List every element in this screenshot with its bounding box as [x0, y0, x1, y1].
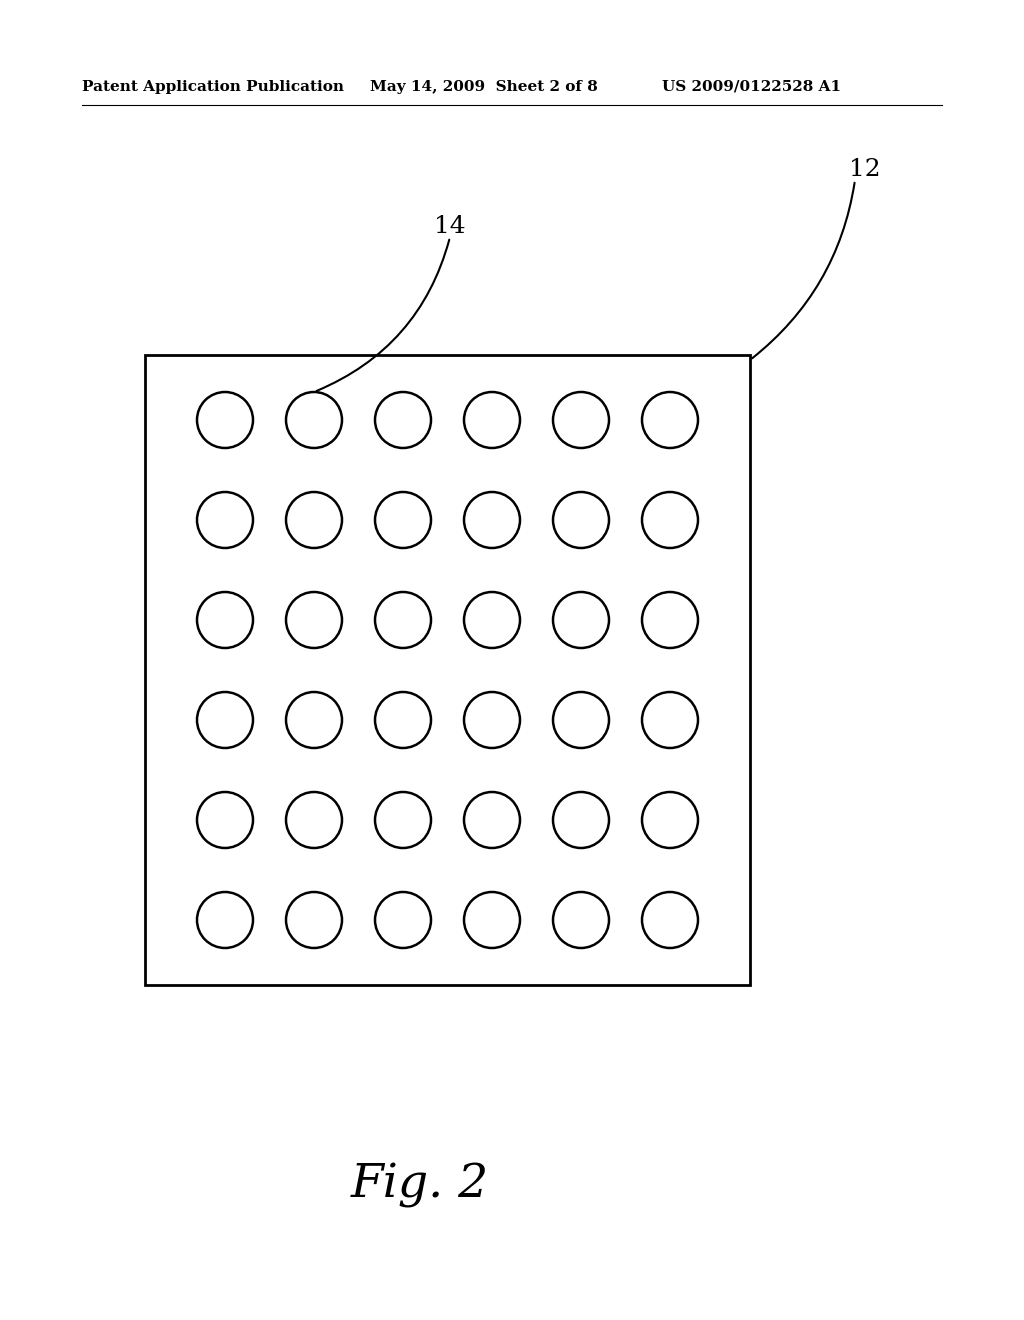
Text: Patent Application Publication: Patent Application Publication	[82, 81, 344, 94]
Text: US 2009/0122528 A1: US 2009/0122528 A1	[662, 81, 841, 94]
Text: Fig. 2: Fig. 2	[351, 1163, 489, 1208]
Text: 14: 14	[434, 215, 466, 238]
Text: 12: 12	[849, 158, 881, 181]
Bar	[145, 355, 750, 985]
Text: May 14, 2009  Sheet 2 of 8: May 14, 2009 Sheet 2 of 8	[370, 81, 598, 94]
